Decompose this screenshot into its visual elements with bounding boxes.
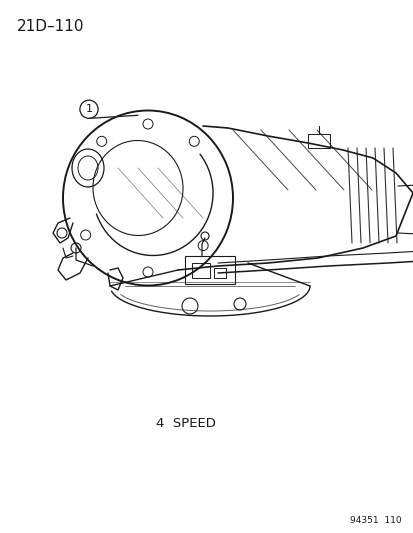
Text: 21D–110: 21D–110 xyxy=(17,19,84,34)
Bar xyxy=(185,256,235,284)
Text: 94351  110: 94351 110 xyxy=(349,516,401,525)
Text: 4  SPEED: 4 SPEED xyxy=(156,417,216,430)
Bar xyxy=(307,134,329,148)
Bar xyxy=(192,263,209,278)
Text: 1: 1 xyxy=(85,104,92,114)
Bar xyxy=(214,268,225,278)
